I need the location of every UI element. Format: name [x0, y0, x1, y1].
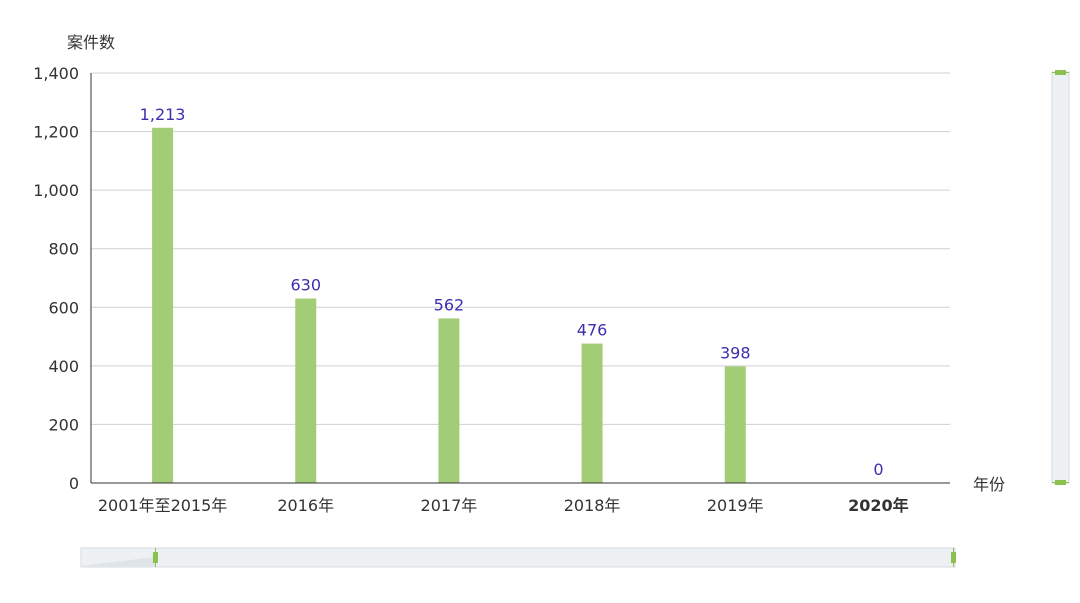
x-zoom-track[interactable]: [80, 547, 956, 568]
gridlines: [91, 72, 950, 425]
x-axis-ticks: 2001年至2015年 2016年 2017年 2018年 2019年 2020年: [98, 496, 909, 515]
y-zoom-track[interactable]: [1051, 71, 1070, 484]
x-zoom-preview: [81, 557, 155, 566]
bar-value-label: 0: [873, 460, 883, 479]
bar-value-label: 1,213: [140, 105, 186, 124]
x-tick-label: 2017年: [421, 496, 478, 515]
bars: [152, 127, 746, 484]
x-tick-label: 2001年至2015年: [98, 496, 227, 515]
y-tick-label: 200: [48, 415, 79, 434]
x-zoom-slider[interactable]: [80, 547, 956, 568]
y-tick-label: 1,200: [33, 123, 79, 142]
y-tick-label: 600: [48, 298, 79, 317]
y-axis-title: 案件数: [67, 33, 115, 52]
bar-value-label: 476: [577, 321, 608, 340]
bar[interactable]: [724, 366, 746, 483]
y-tick-label: 0: [69, 474, 79, 493]
bar[interactable]: [295, 298, 317, 484]
bar-value-label: 562: [434, 295, 465, 314]
bar-value-label: 398: [720, 343, 751, 362]
y-axis-ticks: 0 200 400 600 800 1,000 1,200 1,400: [33, 64, 79, 493]
x-tick-label: 2016年: [277, 496, 334, 515]
x-tick-label: 2018年: [564, 496, 621, 515]
x-axis-title: 年份: [973, 475, 1005, 494]
x-tick-label: 2020年: [848, 496, 909, 515]
y-tick-label: 800: [48, 240, 79, 259]
x-tick-label: 2019年: [707, 496, 764, 515]
bar[interactable]: [581, 343, 603, 483]
y-tick-label: 400: [48, 357, 79, 376]
bar[interactable]: [438, 318, 460, 483]
y-tick-label: 1,000: [33, 181, 79, 200]
y-tick-label: 1,400: [33, 64, 79, 83]
data-labels: 1,213 630 562 476 398 0: [140, 105, 884, 479]
bar-value-label: 630: [290, 276, 321, 295]
y-zoom-slider[interactable]: [1051, 70, 1070, 485]
bar[interactable]: [152, 127, 174, 483]
